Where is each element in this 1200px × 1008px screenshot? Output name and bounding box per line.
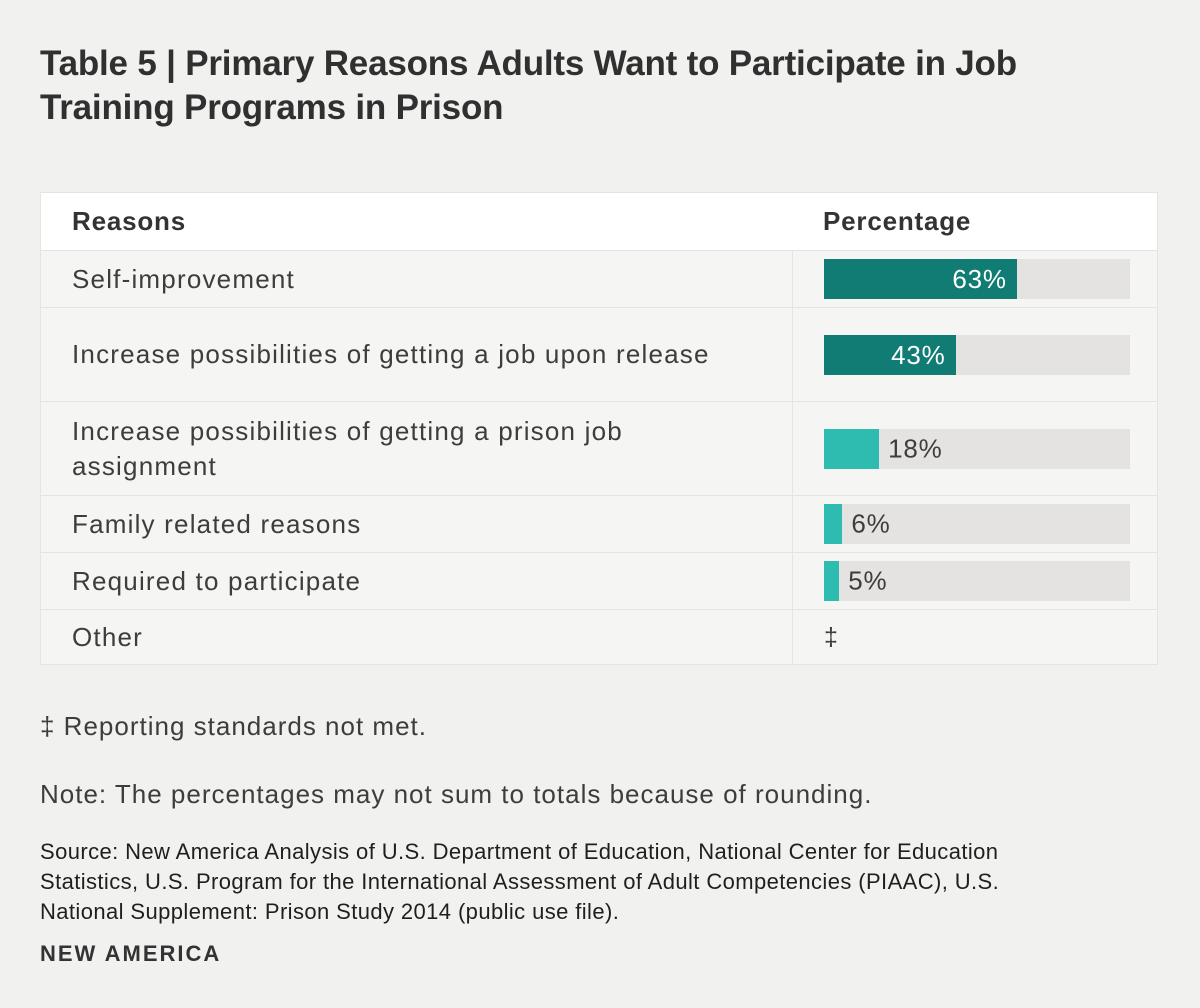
bar-fill: 63% xyxy=(824,259,1017,299)
chart-title: Table 5 | Primary Reasons Adults Want to… xyxy=(40,42,1017,130)
bar-fill xyxy=(824,504,843,544)
bar-track: 43% xyxy=(824,334,1130,375)
percentage-cell: 18% xyxy=(792,402,1157,495)
bar-value-label: 6% xyxy=(851,508,891,539)
reason-label: Self-improvement xyxy=(72,263,295,294)
chart-title-line2: Training Programs in Prison xyxy=(40,88,504,127)
table-row: Increase possibilities of getting a job … xyxy=(41,307,1157,401)
bar-track: 63% xyxy=(824,259,1130,299)
reporting-standards-symbol: ‡ xyxy=(824,622,838,651)
bar-track: 6% xyxy=(824,504,1130,544)
new-america-logo: NEW AMERICA xyxy=(40,941,222,966)
bar-value-label: 63% xyxy=(952,264,1007,294)
reporting-standards-footnote: ‡ Reporting standards not met. xyxy=(40,711,427,741)
bar-fill xyxy=(824,561,840,601)
bar-fill: 43% xyxy=(824,334,956,375)
table-row: Required to participate 5% xyxy=(41,552,1157,609)
bar-track: 18% xyxy=(824,428,1130,469)
reason-label: Required to participate xyxy=(72,565,362,596)
reasons-table: Reasons Percentage Self-improvement 63% In… xyxy=(40,192,1158,665)
percentage-cell: ‡ xyxy=(792,610,1157,664)
percentage-cell: 43% xyxy=(792,308,1157,401)
chart-title-line1: Table 5 | Primary Reasons Adults Want to… xyxy=(40,44,1017,83)
bar-value-label: 18% xyxy=(888,433,943,463)
percentage-cell: 63% xyxy=(792,251,1157,307)
table-row: Other ‡ xyxy=(41,609,1157,664)
reason-label: Other xyxy=(72,621,144,652)
source-line: National Supplement: Prison Study 2014 (… xyxy=(40,899,620,924)
table-row: Family related reasons 6% xyxy=(41,495,1157,552)
table-body: Self-improvement 63% Increase possibilitie… xyxy=(41,250,1157,664)
table-row: Increase possibilities of getting a pris… xyxy=(41,401,1157,495)
bar-value-label: 5% xyxy=(848,565,888,596)
bar-fill xyxy=(824,428,880,469)
column-header-reasons: Reasons xyxy=(72,206,186,236)
table-header-row: Reasons Percentage xyxy=(41,193,1157,250)
source-line: Statistics, U.S. Program for the Interna… xyxy=(40,869,1000,894)
bar-value-label: 43% xyxy=(891,339,946,370)
bar-track: 5% xyxy=(824,561,1130,601)
table-row: Self-improvement 63% xyxy=(41,250,1157,307)
rounding-note: Note: The percentages may not sum to tot… xyxy=(40,779,873,809)
percentage-cell: 5% xyxy=(792,553,1157,609)
reason-label: Family related reasons xyxy=(72,508,362,539)
percentage-cell: 6% xyxy=(792,496,1157,552)
reason-label: Increase possibilities of getting a pris… xyxy=(72,415,623,481)
source-citation: Source: New America Analysis of U.S. Dep… xyxy=(40,837,999,927)
column-header-percentage: Percentage xyxy=(823,206,972,236)
source-line: Source: New America Analysis of U.S. Dep… xyxy=(40,839,999,864)
reason-label: Increase possibilities of getting a job … xyxy=(72,339,710,369)
